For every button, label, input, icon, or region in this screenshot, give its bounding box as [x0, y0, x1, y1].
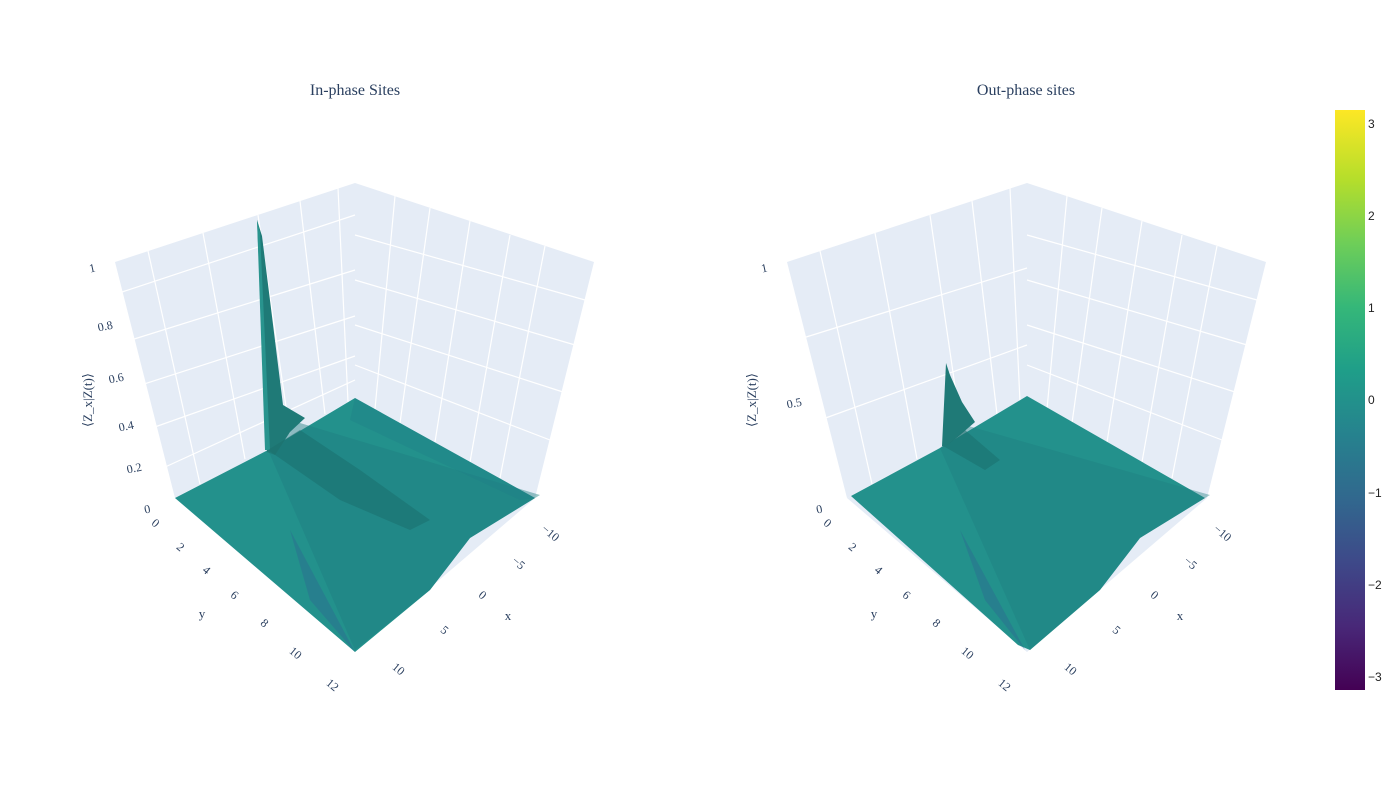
- x-tick: −5: [1181, 553, 1200, 572]
- surface-shade-diagonal: [940, 425, 1210, 650]
- x-tick: 10: [389, 660, 407, 678]
- z-axis-label: ⟨Z_x|Z(t)⟩: [744, 373, 759, 427]
- y-axis-label: y: [199, 606, 206, 621]
- colorbar-tick: −1: [1368, 486, 1382, 500]
- surface-peak: [942, 363, 975, 447]
- y-tick: 0: [821, 516, 835, 531]
- panel-out-phase: Out-phase sites 0 0.5: [744, 82, 1266, 694]
- surface-ridge: [268, 430, 430, 530]
- back-wall-right: [355, 183, 594, 498]
- x-tick: 0: [476, 588, 490, 603]
- z-tick: 0.6: [107, 370, 125, 387]
- surface-ridge: [945, 430, 1000, 470]
- x-tick: −10: [539, 522, 562, 545]
- y-tick: 4: [872, 563, 886, 578]
- z-tick: 0.5: [785, 395, 803, 412]
- z-tick: 1: [88, 261, 97, 276]
- colorbar-tick: 2: [1368, 209, 1375, 223]
- y-tick: 10: [286, 644, 304, 662]
- surface-peak-highlight: [257, 220, 270, 450]
- y-axis-label: y: [871, 606, 878, 621]
- y-tick: 0: [149, 516, 163, 531]
- z-axis-label: ⟨Z_x|Z(t)⟩: [80, 373, 95, 427]
- surface-base: [851, 396, 1205, 650]
- surface-base: [175, 398, 535, 652]
- grid-lines: [121, 187, 586, 485]
- x-tick: 0: [1148, 588, 1162, 603]
- y-tick: 12: [323, 676, 341, 694]
- colorbar: 3 2 1 0 −1 −2 −3: [1335, 110, 1382, 690]
- y-tick: 2: [846, 540, 860, 555]
- x-tick: 10: [1061, 660, 1079, 678]
- colorbar-tick: −2: [1368, 578, 1382, 592]
- x-tick: −10: [1211, 522, 1234, 545]
- back-wall-right: [1027, 183, 1266, 498]
- z-tick: 0.8: [96, 318, 114, 335]
- grid-lines: [802, 187, 1258, 485]
- z-tick: 1: [760, 261, 769, 276]
- x-tick: 5: [438, 623, 452, 638]
- x-tick: −5: [509, 553, 528, 572]
- y-tick: 8: [930, 616, 944, 631]
- colorbar-tick: −3: [1368, 670, 1382, 684]
- y-tick: 10: [958, 644, 976, 662]
- x-tick: 5: [1110, 623, 1124, 638]
- colorbar-gradient: [1335, 110, 1365, 690]
- z-tick: 0: [815, 502, 824, 517]
- y-tick: 8: [258, 616, 272, 631]
- x-axis-label: x: [505, 608, 512, 623]
- colorbar-tick: 1: [1368, 301, 1375, 315]
- panel-in-phase: In-phase Sites: [80, 82, 594, 694]
- y-tick: 4: [200, 563, 214, 578]
- y-tick: 6: [228, 588, 242, 603]
- y-tick: 6: [900, 588, 914, 603]
- surface-shade-front: [960, 530, 1025, 650]
- z-tick: 0: [143, 502, 152, 517]
- z-tick: 0.2: [125, 460, 143, 477]
- colorbar-tick: 3: [1368, 117, 1375, 131]
- y-tick: 2: [174, 540, 188, 555]
- panel-title: Out-phase sites: [977, 82, 1075, 99]
- surface-peak: [257, 220, 305, 455]
- z-tick: 0.4: [117, 418, 135, 435]
- surface-shade-back: [350, 398, 535, 500]
- colorbar-tick: 0: [1368, 393, 1375, 407]
- surface-shade-front: [290, 530, 355, 652]
- panel-title: In-phase Sites: [310, 82, 400, 99]
- x-axis-label: x: [1177, 608, 1184, 623]
- y-tick: 12: [995, 676, 1013, 694]
